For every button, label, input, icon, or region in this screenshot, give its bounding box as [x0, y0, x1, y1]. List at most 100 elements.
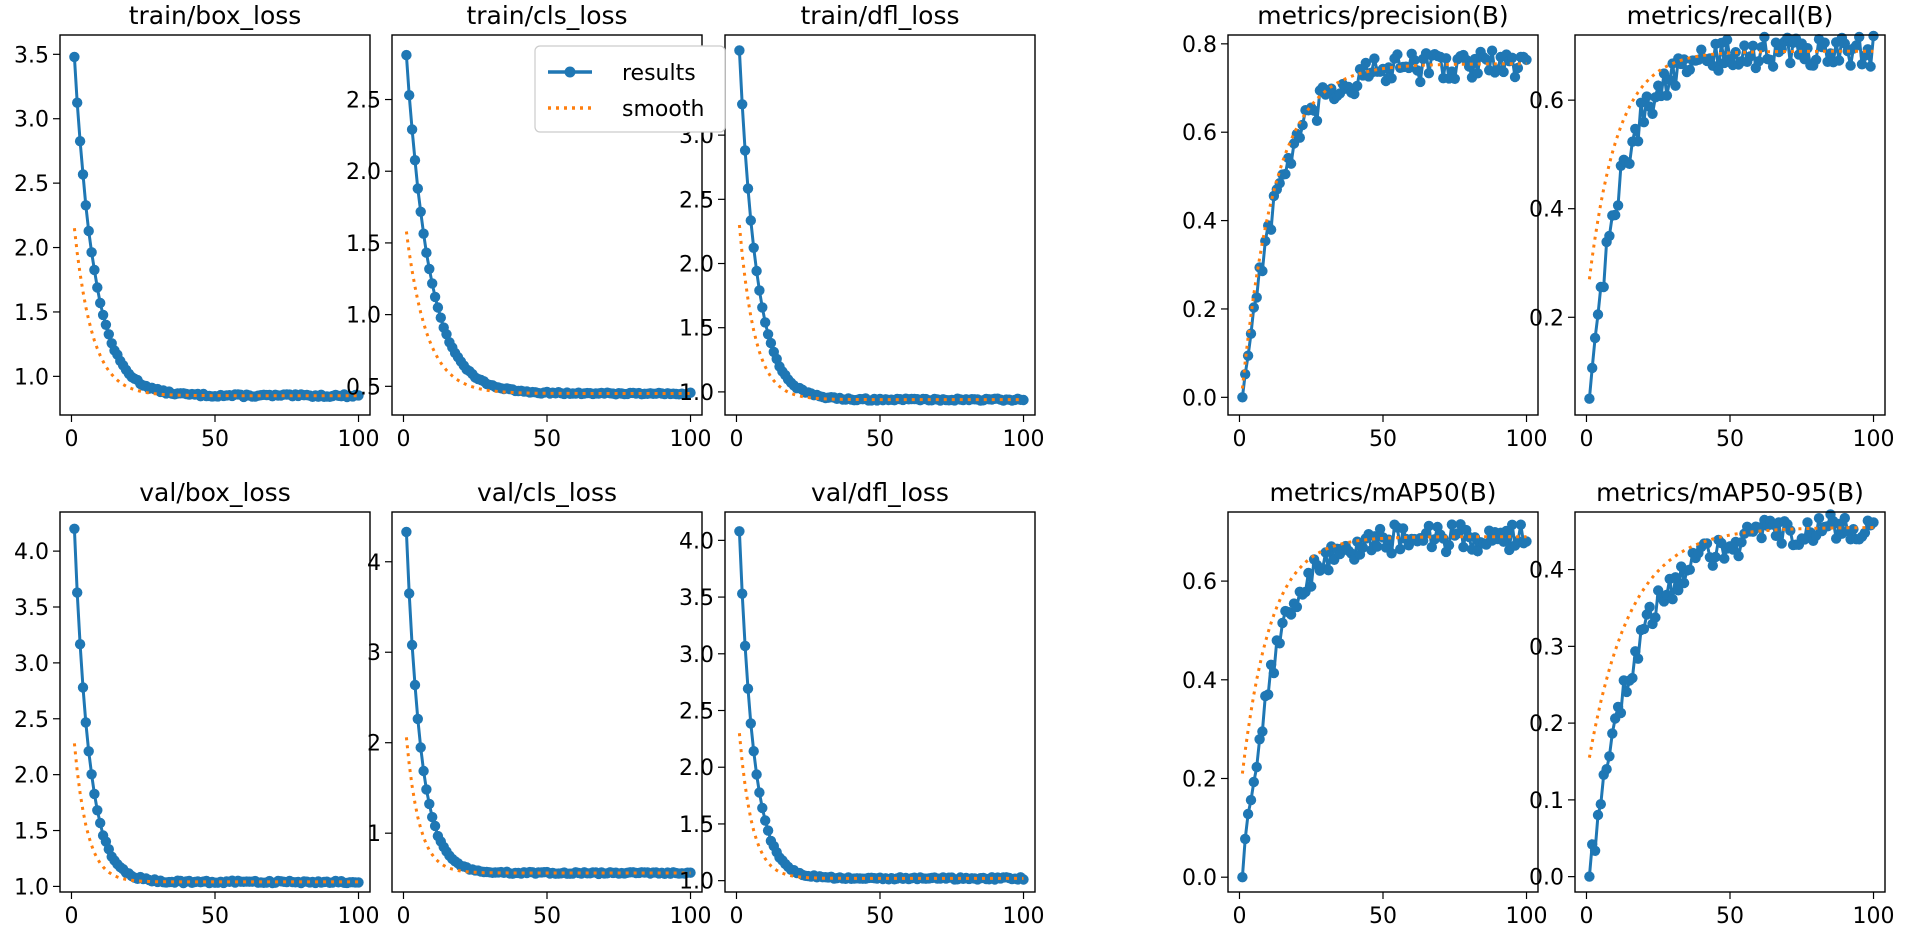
results-point: [1274, 638, 1285, 649]
smooth-line: [1240, 62, 1527, 389]
chart-panel: val/cls_loss 0 50 100 1 2 3 4: [367, 478, 712, 929]
results-point: [1372, 541, 1383, 552]
results-point: [1785, 57, 1796, 69]
y-tick-label: 0.2: [1182, 767, 1217, 792]
results-point: [760, 317, 771, 328]
results-point: [742, 683, 754, 694]
y-tick-label: 0.2: [1182, 298, 1217, 323]
results-point: [1862, 44, 1874, 55]
results-point: [427, 278, 438, 289]
results-point: [1446, 519, 1458, 530]
y-tick-label: 3.0: [14, 108, 49, 133]
results-point: [69, 523, 80, 534]
results-point: [1678, 54, 1690, 65]
results-point: [418, 765, 429, 777]
results-point: [1604, 751, 1615, 762]
results-point: [100, 319, 112, 330]
results-point: [353, 877, 364, 888]
results-point: [412, 183, 423, 194]
results-point: [1839, 512, 1851, 524]
x-tick-label: 0: [729, 427, 743, 452]
results-point: [1759, 31, 1770, 43]
results-point: [1650, 612, 1661, 623]
y-tick-label: 3.5: [14, 596, 49, 621]
legend-smooth-label: smooth: [622, 97, 704, 122]
results-point: [1589, 845, 1601, 856]
results-point: [406, 124, 418, 135]
x-tick-label: 0: [729, 904, 743, 929]
chart-title: train/dfl_loss: [800, 1, 959, 30]
results-point: [1265, 224, 1277, 235]
smooth-line: [737, 733, 1024, 880]
results-point: [1756, 532, 1767, 544]
x-tick-label: 50: [201, 427, 229, 452]
results-point: [1647, 108, 1658, 120]
y-tick-label: 1.0: [346, 304, 381, 329]
results-point: [737, 588, 748, 599]
results-point: [1630, 123, 1641, 135]
results-point: [1018, 394, 1029, 406]
plot-frame: [1574, 34, 1886, 416]
results-point: [1592, 309, 1604, 320]
y-tick-label: 0.6: [1529, 89, 1564, 114]
results-point: [1747, 40, 1759, 51]
y-tick-label: 0.4: [1529, 559, 1564, 584]
x-tick-label: 50: [1369, 427, 1397, 452]
results-point: [1736, 537, 1747, 548]
results-point: [1240, 833, 1251, 845]
results-point: [1323, 565, 1334, 576]
results-point: [1627, 672, 1638, 684]
y-tick-label: 3: [367, 641, 381, 666]
y-tick-label: 1: [367, 822, 381, 847]
results-point: [412, 713, 423, 725]
results-point: [1721, 34, 1733, 45]
results-point: [760, 815, 771, 826]
y-tick-label: 3.5: [14, 43, 49, 68]
results-point: [1851, 40, 1862, 51]
results-point: [1819, 37, 1830, 48]
results-point: [1701, 538, 1713, 549]
results-point: [1237, 872, 1248, 883]
smooth-line: [404, 737, 691, 875]
results-point: [80, 200, 92, 211]
x-tick-label: 0: [1232, 427, 1246, 452]
results-point: [406, 639, 418, 651]
y-tick-label: 1.5: [14, 301, 49, 326]
chart-panel: val/box_loss 0 50 100 1.0 1.5 2.0 2.5 3.0 3.5 4.0: [14, 478, 380, 929]
results-point: [1598, 281, 1609, 293]
results-point: [1248, 302, 1260, 313]
results-point: [1254, 734, 1265, 745]
results-point: [1624, 158, 1635, 169]
x-tick-label: 100: [1853, 904, 1895, 929]
results-point: [1458, 541, 1469, 553]
y-tick-label: 0.6: [1182, 570, 1217, 595]
y-tick-label: 2.5: [346, 89, 381, 114]
y-tick-label: 1.5: [346, 232, 381, 257]
results-point: [762, 329, 774, 340]
results-point: [1696, 44, 1707, 55]
x-tick-label: 0: [396, 427, 410, 452]
results-point: [1684, 64, 1696, 76]
results-point: [1644, 601, 1655, 613]
results-point: [1767, 61, 1779, 72]
results-point: [1707, 560, 1719, 571]
results-point: [1245, 794, 1257, 806]
results-point: [748, 242, 759, 253]
results-point: [1263, 689, 1274, 700]
results-point: [1409, 55, 1420, 66]
results-point: [1326, 83, 1337, 94]
results-point: [1507, 52, 1518, 63]
results-point: [1486, 45, 1498, 56]
chart-panel: train/box_loss 0 50 100 1.0 1.5 2.0 2.5 3.0 3.5: [14, 1, 380, 452]
x-tick-label: 50: [533, 427, 561, 452]
x-tick-label: 0: [64, 427, 78, 452]
x-tick-label: 100: [1003, 427, 1045, 452]
results-point: [95, 297, 106, 309]
results-point: [1251, 761, 1262, 773]
x-tick-label: 0: [396, 904, 410, 929]
x-tick-label: 0: [1579, 904, 1593, 929]
results-point: [1632, 136, 1644, 147]
results-point: [92, 805, 103, 816]
results-point: [1638, 117, 1650, 128]
y-tick-label: 1.0: [679, 870, 714, 895]
